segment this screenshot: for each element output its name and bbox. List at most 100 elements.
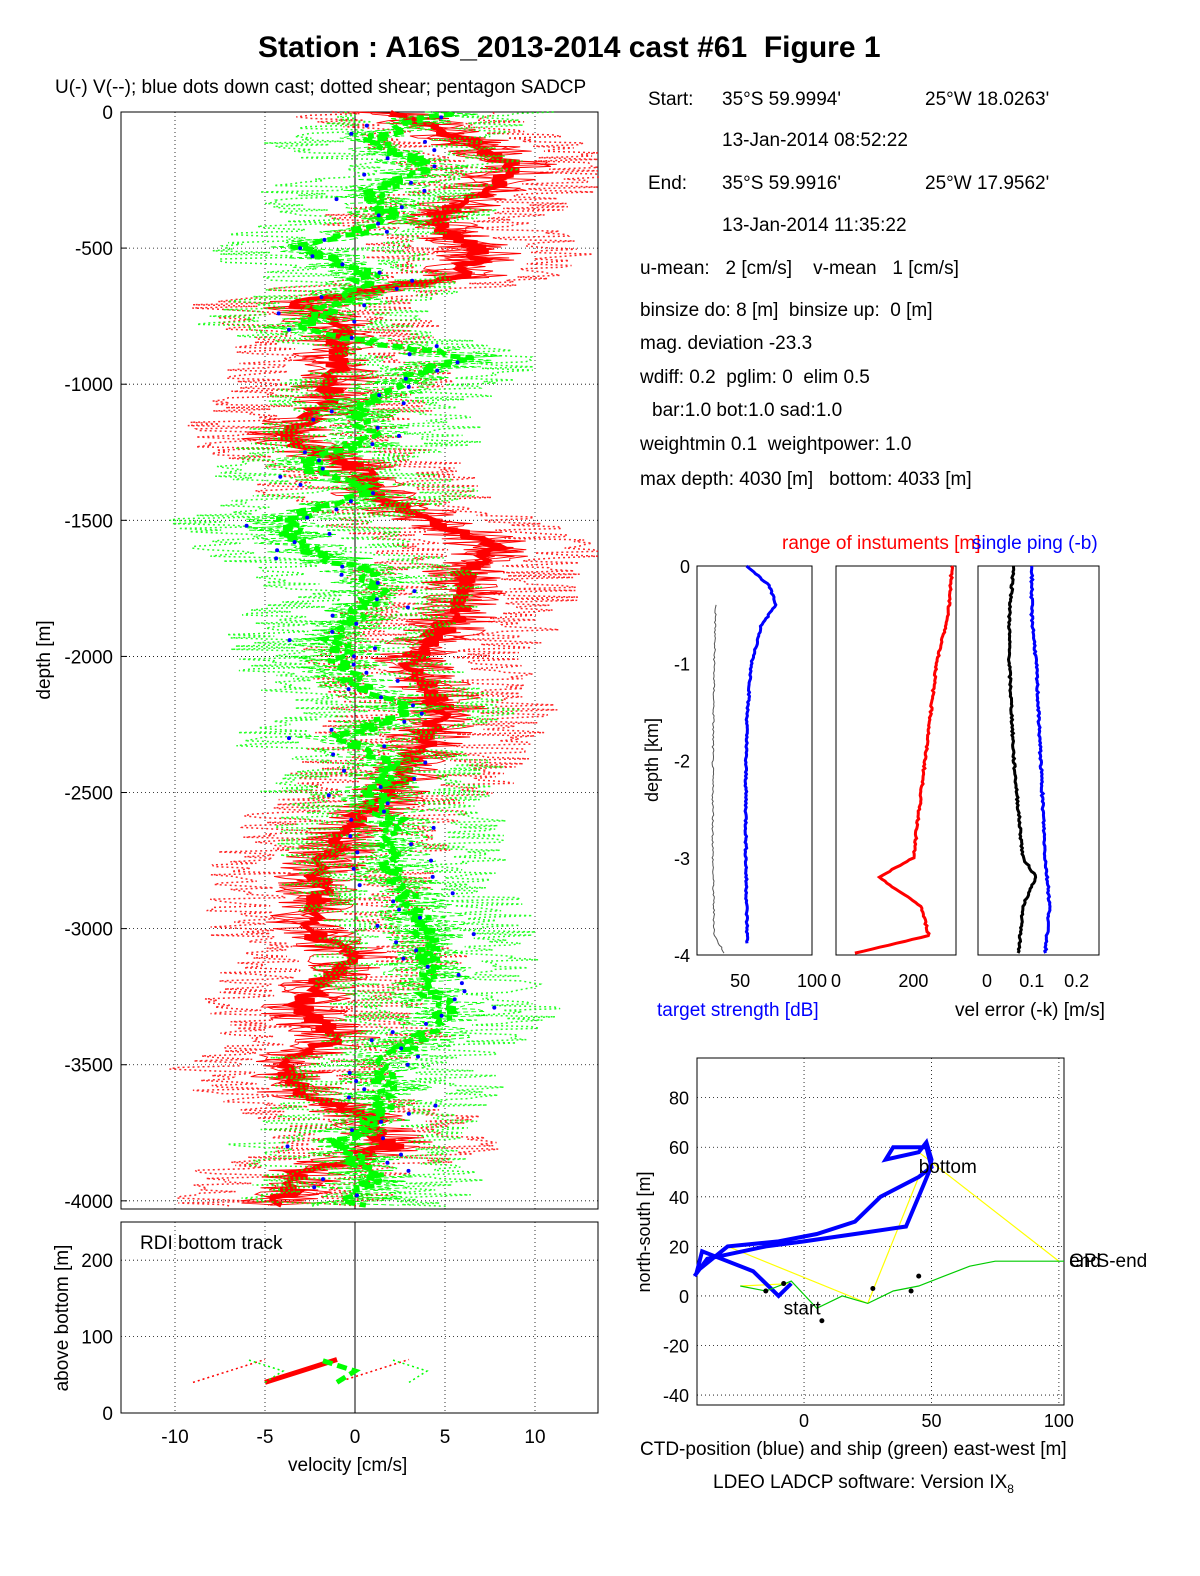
max-depth-text: max depth: 4030 [m] bottom: 4033 [m]	[640, 469, 972, 490]
downcast-dot	[364, 123, 369, 128]
end-lon: 25°W 17.9562'	[925, 173, 1050, 194]
bottom-annotation: bottom	[919, 1157, 977, 1178]
downcast-dot	[340, 262, 345, 267]
wdiff-text: wdiff: 0.2 pglim: 0 elim 0.5	[640, 367, 870, 388]
downcast-dot	[455, 360, 460, 365]
downcast-dot	[412, 589, 417, 594]
downcast-dot	[375, 580, 380, 585]
downcast-dot	[311, 417, 316, 422]
downcast-dot	[352, 319, 357, 324]
downcast-dot	[275, 548, 280, 553]
main-subtitle: U(-) V(--); blue dots down cast; dotted …	[55, 77, 587, 98]
downcast-dot	[310, 254, 315, 259]
downcast-dot	[351, 662, 356, 667]
downcast-dot	[285, 1144, 290, 1149]
downcast-dot	[334, 197, 339, 202]
range-line-red	[854, 565, 955, 955]
downcast-dot	[471, 932, 476, 937]
downcast-dot	[320, 466, 325, 471]
downcast-dot	[390, 1030, 395, 1035]
downcast-dot	[362, 303, 367, 308]
bt-v-line	[318, 1357, 361, 1385]
vel-error-label: vel error (-k) [m/s]	[955, 1000, 1105, 1021]
start-label: Start:	[648, 89, 694, 110]
position-marker	[763, 1288, 769, 1294]
downcast-dot	[354, 1079, 359, 1084]
downcast-dot	[357, 883, 362, 888]
downcast-dot	[376, 221, 381, 226]
downcast-dot	[459, 981, 464, 986]
u-shear-band	[169, 111, 477, 1208]
v-shear-band	[317, 111, 561, 1208]
range-xtick-label: 200	[898, 971, 928, 991]
main-ytick-label: -3500	[64, 1056, 113, 1077]
downcast-dot	[326, 793, 331, 798]
downcast-dot	[287, 736, 291, 741]
downcast-dot	[349, 817, 354, 822]
downcast-dot	[401, 401, 406, 406]
position-ytick-label: 0	[679, 1287, 689, 1307]
main-ytick-label: -3000	[64, 920, 113, 941]
downcast-dot	[305, 515, 310, 520]
downcast-dot	[348, 499, 353, 504]
bottom-xtick-label: 10	[524, 1427, 545, 1448]
position-marker	[870, 1286, 876, 1292]
downcast-dot	[399, 205, 404, 210]
bottom-xtick-label: -10	[161, 1427, 188, 1448]
downcast-dot	[431, 825, 436, 830]
downcast-dot	[456, 972, 461, 977]
range-title: range of instuments [m]	[782, 533, 981, 554]
position-marker	[916, 1273, 922, 1279]
position-ytick-label: -40	[663, 1386, 689, 1406]
downcast-dot	[327, 531, 332, 536]
target-strength-xtick-label: 100	[797, 971, 827, 991]
downcast-dot	[405, 605, 410, 610]
downcast-dot	[435, 368, 440, 373]
downcast-dot	[287, 327, 291, 332]
downcast-dot	[382, 744, 387, 749]
downcast-dot	[298, 246, 303, 251]
position-xlabel: CTD-position (blue) and ship (green) eas…	[640, 1439, 1067, 1460]
downcast-dot	[391, 899, 396, 904]
footer-text: LDEO LADCP software: Version IX	[713, 1472, 1008, 1493]
position-link-line	[727, 1245, 868, 1304]
target-strength-label: target strength [dB]	[657, 1000, 819, 1021]
downcast-dot	[409, 180, 413, 185]
ctd-track	[692, 1137, 934, 1299]
downcast-dot	[278, 474, 283, 479]
downcast-dot	[419, 711, 424, 716]
small-ytick-label: -2	[674, 752, 690, 772]
downcast-dot	[373, 646, 377, 651]
downcast-dot	[352, 654, 356, 659]
target-strength-line-gray	[711, 604, 725, 954]
downcast-dot	[330, 629, 335, 634]
downcast-dot	[412, 776, 417, 781]
downcast-dot	[381, 1136, 385, 1141]
position-marker	[819, 1318, 825, 1324]
downcast-dot	[378, 785, 383, 790]
downcast-dot	[334, 507, 339, 512]
downcast-dot	[347, 1095, 351, 1100]
downcast-dot	[403, 376, 408, 381]
downcast-dot	[321, 1177, 325, 1182]
bottom-track-frame	[120, 1221, 599, 1414]
start-lon: 25°W 18.0263'	[925, 89, 1050, 110]
position-frame	[696, 1057, 1065, 1406]
downcast-dot	[385, 1160, 390, 1165]
footer: LDEO LADCP software: Version IX8	[713, 1473, 1014, 1495]
downcast-dot	[354, 621, 359, 626]
downcast-dot	[432, 164, 437, 169]
u-mean-text: u-mean: 2 [cm/s] v-mean 1 [cm/s]	[640, 258, 959, 279]
downcast-dot	[414, 948, 419, 953]
v-thin-profile	[246, 111, 501, 1206]
downcast-dot	[384, 229, 389, 234]
downcast-dot	[406, 384, 411, 389]
downcast-dot	[399, 1152, 403, 1157]
downcast-dot	[377, 270, 382, 275]
position-ytick-label: 80	[669, 1089, 689, 1109]
downcast-dot	[385, 801, 390, 806]
downcast-dot	[374, 597, 379, 602]
main-ytick-label: -500	[75, 239, 113, 260]
target-strength-frame	[696, 565, 813, 956]
bottom-xtick-label: 0	[350, 1427, 361, 1448]
